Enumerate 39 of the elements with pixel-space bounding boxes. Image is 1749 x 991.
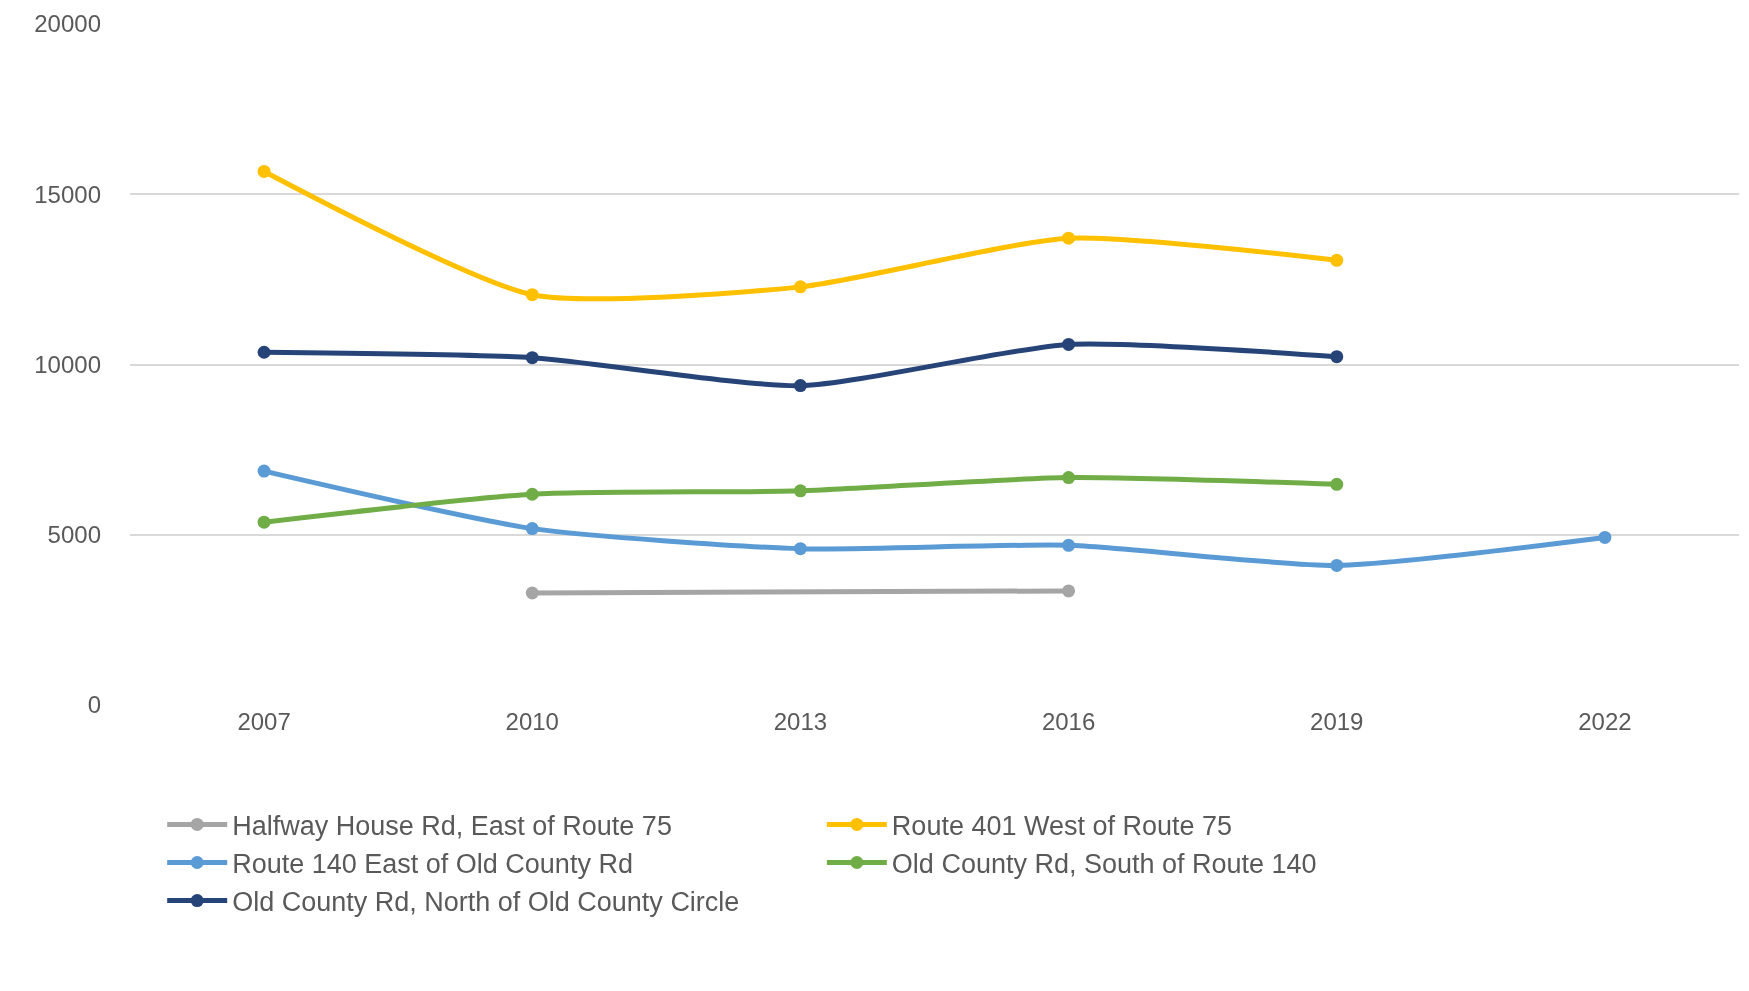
point <box>1598 530 1612 544</box>
legend-label: Old County Rd, South of Route 140 <box>891 849 1317 880</box>
point <box>1062 231 1076 245</box>
point <box>1330 350 1344 364</box>
point <box>257 345 271 359</box>
point <box>793 379 807 393</box>
point <box>525 351 539 365</box>
point <box>1330 477 1344 491</box>
point <box>257 164 271 178</box>
y-tick-label: 5000 <box>47 521 101 549</box>
point <box>793 484 807 498</box>
x-tick-label: 2010 <box>505 708 559 735</box>
x-tick-label: 2013 <box>773 708 828 735</box>
point <box>1062 538 1076 552</box>
legend-label: Old County Rd, North of Old County Circle <box>232 887 740 918</box>
point <box>1062 337 1076 351</box>
y-tick-label: 10000 <box>34 350 101 378</box>
point <box>1062 471 1076 485</box>
x-tick-label: 2007 <box>237 708 291 735</box>
x-tick-label: 2016 <box>1041 708 1096 735</box>
y-tick-label: 20000 <box>34 10 101 38</box>
legend-label: Halfway House Rd, East of Route 75 <box>232 810 672 841</box>
point <box>525 487 539 501</box>
point <box>257 515 271 529</box>
point <box>525 522 539 536</box>
legend-label: Route 401 West of Route 75 <box>891 810 1233 841</box>
y-tick-label: 15000 <box>34 180 101 208</box>
x-tick-label: 2019 <box>1310 708 1364 735</box>
point <box>1062 584 1076 598</box>
point <box>1330 558 1344 572</box>
y-tick-label: 0 <box>87 691 101 719</box>
x-tick-label: 2022 <box>1578 708 1632 735</box>
point <box>257 464 271 478</box>
point <box>525 586 539 600</box>
point <box>1330 253 1344 267</box>
point <box>793 542 807 556</box>
legend-label: Route 140 East of Old County Rd <box>232 849 633 880</box>
point <box>525 288 539 302</box>
point <box>793 280 807 294</box>
